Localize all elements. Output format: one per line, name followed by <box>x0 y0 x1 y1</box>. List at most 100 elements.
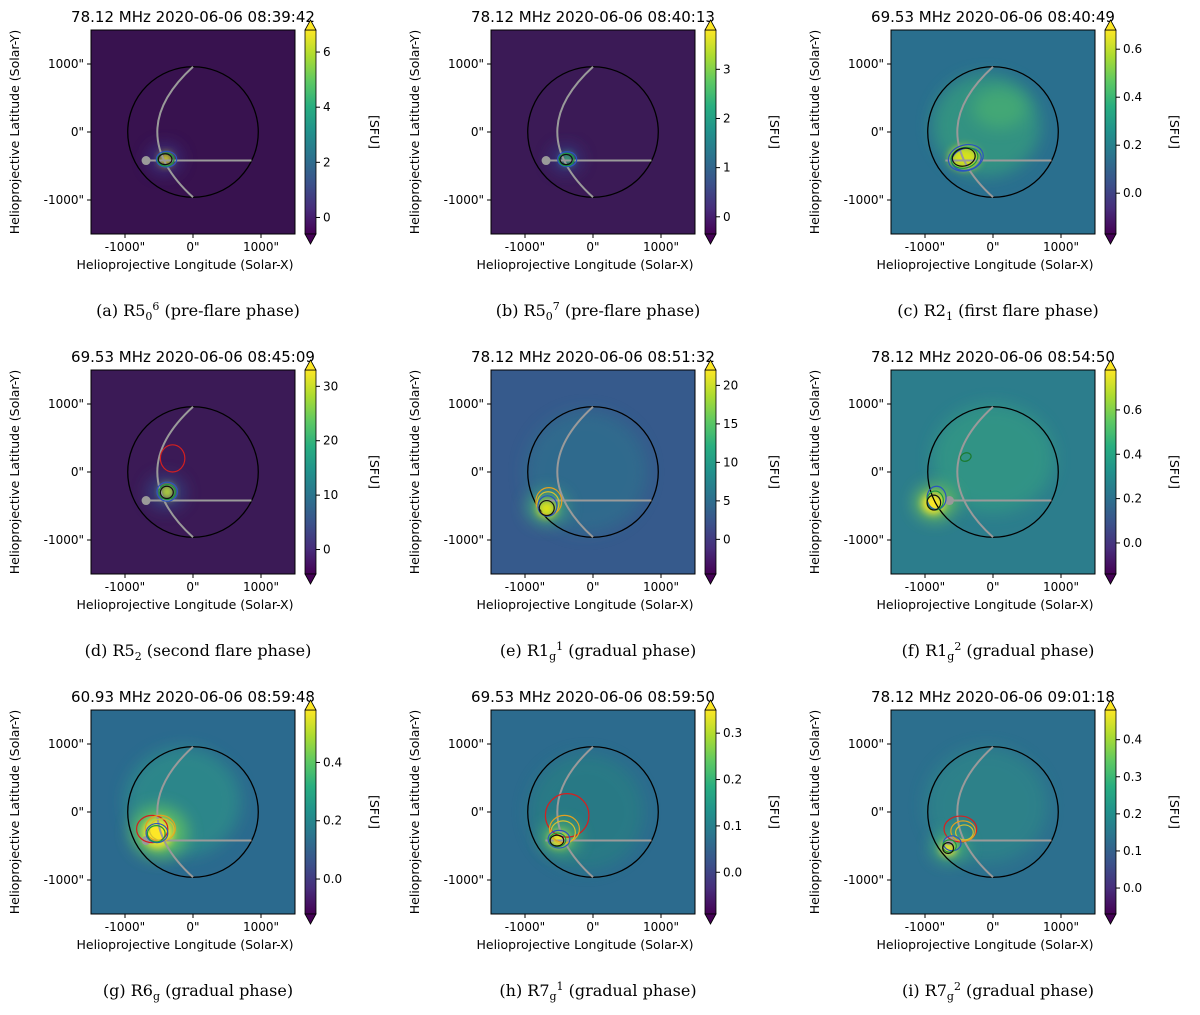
colorbar-max-arrow <box>1104 19 1117 31</box>
y-axis-label: Helioprojective Latitude (Solar-Y) <box>807 370 822 575</box>
panel-h: 69.53 MHz 2020-06-06 08:59:50 -1000" 0" 100… <box>407 688 782 1003</box>
y-tick-label: 0" <box>871 125 884 139</box>
colorbar-min-arrow <box>304 573 317 585</box>
caption-subscript: 0 <box>145 310 152 323</box>
colorbar-label: [SFU] <box>1167 795 1182 829</box>
x-axis-label: Helioprojective Longitude (Solar-X) <box>476 597 693 612</box>
x-axis-label: Helioprojective Longitude (Solar-X) <box>876 257 1093 272</box>
radio-image <box>891 30 1095 234</box>
colorbar-label: [SFU] <box>767 795 782 829</box>
y-tick-label: 0" <box>471 465 484 479</box>
x-axis-label: Helioprojective Longitude (Solar-X) <box>476 937 693 952</box>
colorbar-min-arrow <box>304 233 317 245</box>
x-tick-label: 0" <box>186 580 199 594</box>
y-tick-label: 1000" <box>848 57 884 71</box>
colorbar-tick-label: 0.2 <box>1123 492 1142 506</box>
colorbar <box>704 369 717 575</box>
y-tick-label: -1000" <box>844 873 884 887</box>
y-axis-label: Helioprojective Latitude (Solar-Y) <box>407 30 422 235</box>
radio-image <box>91 370 295 574</box>
active-region-marker <box>944 496 954 506</box>
y-tick-label: 0" <box>471 805 484 819</box>
y-axis-label: Helioprojective Latitude (Solar-Y) <box>7 370 22 575</box>
colorbar-tick-label: 0.4 <box>323 755 342 769</box>
colorbar-tick-label: 0.0 <box>1123 186 1142 200</box>
panel-caption: (f) R1g2 (gradual phase) <box>902 640 1095 663</box>
colorbar-label: [SFU] <box>1167 455 1182 489</box>
source-contour <box>158 483 176 501</box>
x-tick-label: -1000" <box>105 580 145 594</box>
y-tick-label: 0" <box>71 465 84 479</box>
x-tick-label: 1000" <box>643 920 679 934</box>
y-axis-label: Helioprojective Latitude (Solar-Y) <box>807 30 822 235</box>
panel-e: 78.12 MHz 2020-06-06 08:51:32-1000" 0" 100… <box>407 348 782 663</box>
radio-image <box>491 710 695 914</box>
colorbar-min-arrow <box>704 233 717 245</box>
radio-image <box>91 710 295 914</box>
x-axis-label: Helioprojective Longitude (Solar-X) <box>76 257 293 272</box>
source-contour <box>157 153 173 166</box>
colorbar-max-arrow <box>704 699 717 711</box>
caption-subscript: 1 <box>946 310 953 323</box>
source-contour <box>951 147 976 167</box>
colorbar-tick-label: 0.0 <box>1123 536 1142 550</box>
x-tick-label: -1000" <box>105 920 145 934</box>
colorbar-tick-label: 0 <box>323 543 331 557</box>
colorbar <box>1104 709 1117 915</box>
colorbar-max-arrow <box>1104 699 1117 711</box>
source-contour <box>155 150 178 168</box>
panel-title: 78.12 MHz 2020-06-06 08:40:13 <box>471 8 715 26</box>
y-tick-label: 1000" <box>848 397 884 411</box>
caption-prefix: (b) R5 <box>496 301 546 320</box>
colorbar-min-arrow <box>304 913 317 925</box>
x-axis-label: Helioprojective Longitude (Solar-X) <box>76 937 293 952</box>
x-axis-label: Helioprojective Longitude (Solar-X) <box>476 257 693 272</box>
colorbar-max-arrow <box>704 19 717 31</box>
panel-i: 78.12 MHz 2020-06-06 09:01:18 -1000" 0" 100… <box>807 688 1182 1003</box>
x-tick-label: 0" <box>986 240 999 254</box>
colorbar-label: [SFU] <box>367 455 382 489</box>
caption-prefix: (c) R2 <box>897 301 946 320</box>
colorbar-tick-label: 2 <box>723 111 731 125</box>
caption-subscript: g <box>947 650 954 663</box>
y-tick-label: 1000" <box>848 737 884 751</box>
radio-image <box>91 30 295 234</box>
colorbar-tick-label: 0.2 <box>723 773 742 787</box>
source-contour <box>146 825 166 843</box>
x-tick-label: -1000" <box>505 240 545 254</box>
colorbar-tick-label: 0.0 <box>323 872 342 886</box>
colorbar-tick-label: 0.4 <box>1123 733 1142 747</box>
caption-prefix: (h) R7 <box>499 981 549 1000</box>
colorbar-tick-label: 3 <box>723 62 731 76</box>
source-contour <box>548 814 580 844</box>
y-tick-label: 1000" <box>48 737 84 751</box>
colorbar-tick-label: 0.2 <box>1123 807 1142 821</box>
colorbar <box>1104 369 1117 575</box>
meridian-line <box>156 65 194 199</box>
panel-caption: (g) R6g (gradual phase) <box>103 981 293 1003</box>
source-contour <box>159 444 186 473</box>
caption-prefix: (i) R7 <box>902 981 947 1000</box>
caption-suffix: (pre-flare phase) <box>560 301 701 320</box>
colorbar-min-arrow <box>704 913 717 925</box>
caption-prefix: (f) R1 <box>902 641 948 660</box>
source-contour <box>548 832 567 848</box>
source-contour <box>954 824 974 841</box>
y-tick-label: -1000" <box>844 193 884 207</box>
y-axis-label: Helioprojective Latitude (Solar-Y) <box>407 710 422 915</box>
colorbar-tick-label: 4 <box>323 100 331 114</box>
caption-superscript: 2 <box>954 640 961 653</box>
y-tick-label: 0" <box>871 465 884 479</box>
radio-image <box>491 30 695 234</box>
x-tick-label: 1000" <box>1043 920 1079 934</box>
x-tick-label: -1000" <box>905 240 945 254</box>
colorbar-tick-label: 0 <box>323 210 331 224</box>
caption-subscript: 0 <box>546 310 553 323</box>
colorbar-tick-label: 0 <box>723 210 731 224</box>
source-contour <box>156 481 178 502</box>
x-tick-label: 0" <box>186 240 199 254</box>
panel-caption: (h) R7g1 (gradual phase) <box>499 980 696 1003</box>
panel-d: 69.53 MHz 2020-06-06 08:45:09-1000" 0" 100… <box>7 348 382 663</box>
image-background <box>91 370 295 574</box>
colorbar-min-arrow <box>704 573 717 585</box>
